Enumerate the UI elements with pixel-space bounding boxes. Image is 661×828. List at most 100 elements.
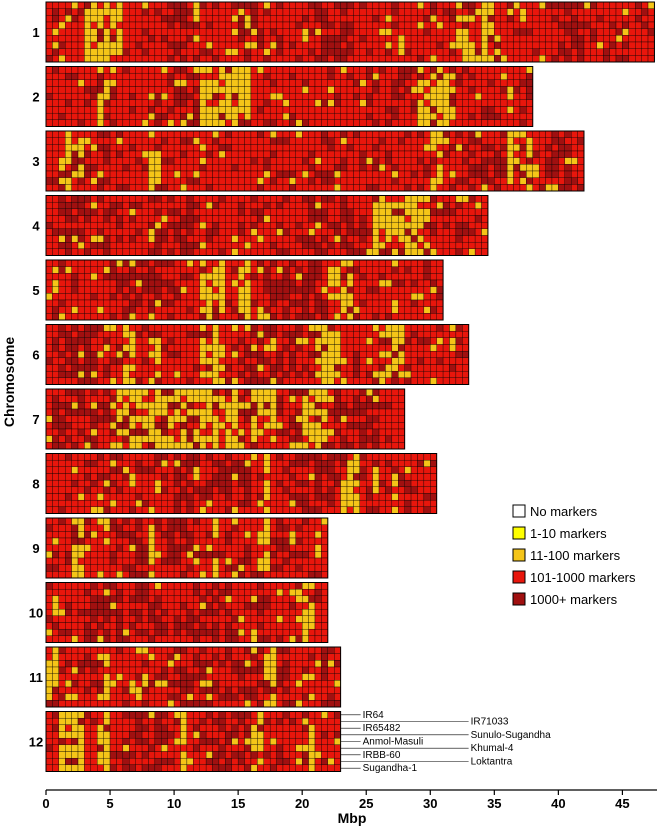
marker-bin — [244, 177, 252, 185]
marker-bin — [314, 344, 322, 352]
marker-bin — [218, 357, 226, 365]
marker-bin — [129, 279, 136, 287]
marker-bin — [45, 330, 53, 339]
marker-bin — [109, 324, 117, 332]
marker-bin — [372, 112, 380, 121]
marker-bin — [334, 428, 341, 436]
marker-bin — [180, 35, 188, 43]
marker-bin — [65, 41, 72, 49]
marker-bin — [205, 235, 213, 243]
marker-bin — [321, 66, 328, 74]
marker-bin — [526, 35, 533, 43]
marker-bin — [218, 344, 226, 352]
marker-bin — [295, 144, 303, 152]
marker-bin — [372, 248, 380, 256]
marker-bin — [314, 66, 322, 74]
marker-bin — [346, 337, 354, 345]
marker-bin — [250, 86, 258, 94]
marker-bin — [269, 79, 277, 87]
marker-bin — [84, 221, 92, 230]
marker-bin — [65, 344, 72, 352]
marker-bin — [103, 248, 111, 256]
marker-bin — [302, 466, 309, 474]
marker-bin — [77, 208, 85, 216]
marker-bin — [180, 21, 188, 29]
marker-bin — [77, 313, 85, 321]
marker-bin — [90, 473, 98, 481]
marker-bin — [263, 473, 271, 481]
marker-bin — [58, 466, 66, 474]
marker-bin — [45, 402, 53, 410]
marker-bin — [218, 35, 226, 43]
marker-bin — [257, 221, 264, 230]
marker-bin — [551, 130, 559, 138]
marker-bin — [218, 337, 226, 345]
marker-bin — [641, 35, 649, 43]
marker-bin — [353, 313, 361, 321]
marker-bin — [410, 266, 418, 274]
marker-bin — [269, 299, 277, 307]
marker-bin — [122, 453, 130, 461]
marker-bin — [404, 299, 412, 307]
marker-bin — [500, 41, 508, 49]
marker-bin — [97, 119, 104, 127]
marker-bin — [84, 324, 92, 332]
marker-bin — [423, 350, 431, 359]
marker-bin — [84, 208, 92, 216]
marker-bin — [199, 428, 207, 436]
marker-bin — [404, 259, 412, 267]
marker-bin — [538, 137, 546, 145]
marker-bin — [385, 130, 393, 138]
marker-bin — [129, 370, 136, 379]
marker-bin — [199, 21, 207, 29]
marker-bin — [436, 313, 444, 321]
marker-bin — [244, 112, 252, 121]
marker-bin — [109, 157, 117, 165]
marker-bin — [103, 208, 111, 216]
marker-bin — [231, 241, 239, 250]
marker-bin — [77, 306, 85, 314]
marker-bin — [186, 306, 194, 314]
marker-bin — [513, 106, 521, 114]
marker-bin — [302, 79, 309, 87]
marker-bin — [314, 106, 322, 114]
marker-bin — [84, 364, 92, 372]
marker-bin — [122, 72, 130, 81]
marker-bin — [129, 21, 136, 29]
marker-bin — [97, 8, 104, 16]
marker-bin — [109, 377, 117, 385]
marker-bin — [468, 184, 476, 192]
marker-bin — [52, 208, 59, 216]
marker-bin — [423, 221, 431, 230]
marker-bin — [173, 306, 181, 314]
marker-bin — [244, 279, 252, 287]
marker-bin — [77, 157, 85, 165]
marker-bin — [385, 79, 393, 87]
marker-bin — [346, 428, 354, 436]
marker-bin — [276, 273, 284, 281]
marker-bin — [282, 286, 290, 294]
marker-bin — [109, 408, 117, 416]
marker-bin — [65, 428, 72, 436]
marker-bin — [378, 79, 386, 87]
marker-bin — [378, 422, 386, 430]
marker-bin — [506, 184, 514, 192]
marker-bin — [334, 273, 341, 281]
marker-bin — [269, 248, 277, 256]
marker-bin — [257, 235, 264, 243]
marker-bin — [250, 79, 258, 87]
marker-bin — [596, 35, 604, 43]
marker-bin — [314, 228, 322, 236]
marker-bin — [199, 99, 207, 107]
marker-bin — [295, 350, 303, 359]
marker-bin — [122, 306, 130, 314]
marker-bin — [109, 228, 117, 236]
marker-bin — [327, 473, 335, 481]
marker-bin — [84, 388, 92, 396]
marker-bin — [436, 1, 444, 9]
marker-bin — [455, 41, 463, 49]
marker-bin — [257, 279, 264, 287]
marker-bin — [103, 273, 111, 281]
marker-bin — [141, 157, 149, 165]
marker-bin — [269, 435, 277, 443]
